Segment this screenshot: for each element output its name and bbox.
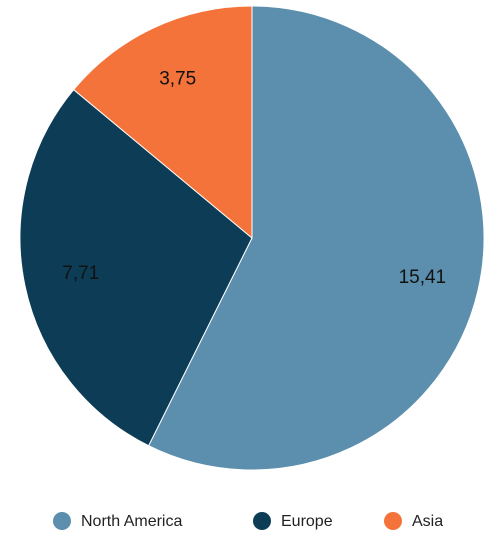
data-label: 15,41: [399, 267, 447, 288]
legend-marker: [384, 512, 402, 530]
legend-marker: [253, 512, 271, 530]
data-label: 7,71: [62, 263, 99, 284]
legend-marker: [53, 512, 71, 530]
pie-slice: [147, 5, 485, 471]
pie-slice: [19, 88, 253, 447]
pie-slice: [72, 5, 253, 240]
legend-label: Asia: [412, 513, 443, 530]
data-label: 3,75: [159, 69, 196, 90]
legend-label: Europe: [281, 513, 333, 530]
legend-label: North America: [81, 513, 182, 530]
